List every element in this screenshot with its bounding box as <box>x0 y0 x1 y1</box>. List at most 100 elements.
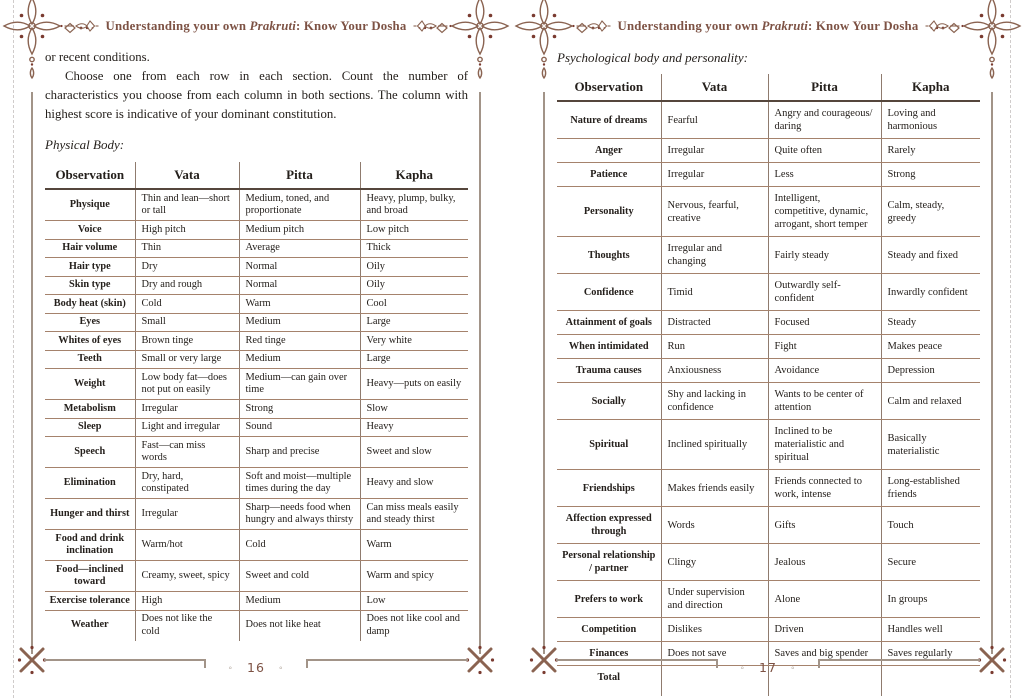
cell: Creamy, sweet, spicy <box>134 560 239 592</box>
intro-continuation: or recent conditions. <box>45 50 150 64</box>
column-header-pitta: Pitta <box>238 162 360 190</box>
cell: Inclined to be materialistic and spiritu… <box>767 419 881 470</box>
running-header: Understanding your own Prakruti: Know Yo… <box>59 16 453 36</box>
page-border-right <box>479 92 481 654</box>
table-row: Trauma causes Anxiousness Avoidance Depress… <box>557 358 980 383</box>
table-row: Personality Nervous, fearful, creative Int… <box>557 186 980 237</box>
cell: High <box>134 591 239 611</box>
running-header-text: Understanding your own Prakruti: Know Yo… <box>617 18 919 33</box>
row-label: Prefers to work <box>557 580 661 618</box>
cell: Handles well <box>880 617 980 642</box>
cell: Medium, toned, and proportionate <box>238 189 360 221</box>
column-header-observation: Observation <box>557 74 661 102</box>
row-label: Food—inclined toward <box>45 560 135 592</box>
cell: Irregular <box>660 162 768 187</box>
cell: Cool <box>359 294 468 314</box>
row-label: Teeth <box>45 350 135 369</box>
cell: Avoidance <box>767 358 881 383</box>
table-row: Anger Irregular Quite often Rarely <box>557 138 980 163</box>
title-flourish-icon <box>413 20 453 32</box>
cell: Warm <box>359 529 468 561</box>
cell: In groups <box>880 580 980 618</box>
header-row: Observation Vata Pitta Kapha <box>45 162 468 190</box>
cell: Irregular and changing <box>660 236 768 274</box>
row-label: Sleep <box>45 418 135 437</box>
cell: Small <box>134 313 239 332</box>
table-row: Total <box>557 665 980 696</box>
cell: Red tinge <box>238 331 360 351</box>
cell: Run <box>660 334 768 359</box>
cell: Irregular <box>134 399 239 419</box>
title-flourish-icon <box>925 20 965 32</box>
cell: Distracted <box>660 310 768 335</box>
cell: Long-established friends <box>880 469 980 507</box>
cell: Basically materialistic <box>880 419 980 470</box>
cell: Steady <box>880 310 980 335</box>
cell: Heavy—puts on easily <box>359 368 468 400</box>
row-label: Finances <box>557 641 661 666</box>
page-number-decor: ◦ <box>790 663 796 674</box>
table-row: Prefers to work Under supervision and dir… <box>557 580 980 618</box>
cell: Normal <box>238 257 360 277</box>
row-label: Body heat (skin) <box>45 294 135 314</box>
cell: Cold <box>238 529 360 561</box>
row-label: Food and drink inclination <box>45 529 135 561</box>
row-label: Hunger and thirst <box>45 498 135 530</box>
cell: Can miss meals easily and steady thirst <box>359 498 468 530</box>
cell: Sharp and precise <box>238 436 360 468</box>
cell: Dry, hard, constipated <box>134 467 239 499</box>
cell: Medium <box>238 313 360 332</box>
row-label: Trauma causes <box>557 358 661 383</box>
page-16: Understanding your own Prakruti: Know Yo… <box>3 0 509 676</box>
cell: Dry <box>134 257 239 277</box>
cell: Quite often <box>767 138 881 163</box>
cell: Touch <box>880 506 980 544</box>
row-label: Hair volume <box>45 239 135 258</box>
row-label: Friendships <box>557 469 661 507</box>
cell: Thin and lean—short or tall <box>134 189 239 221</box>
table-row: Nature of dreams Fearful Angry and courage… <box>557 101 980 139</box>
title-flourish-icon <box>571 20 611 32</box>
cell: Inwardly confident <box>880 273 980 311</box>
cell: Heavy, plump, bulky, and broad <box>359 189 468 221</box>
cell: Soft and moist—multiple times during the… <box>238 467 360 499</box>
running-header-text: Understanding your own Prakruti: Know Yo… <box>105 18 407 33</box>
title-flourish-icon <box>59 20 99 32</box>
row-label: Personality <box>557 186 661 237</box>
cell: Slow <box>359 399 468 419</box>
cell: Thin <box>134 239 239 258</box>
row-label: Thoughts <box>557 236 661 274</box>
table-row: Hair volume Thin Average Thick <box>45 239 468 258</box>
cell: Warm <box>238 294 360 314</box>
row-label: Metabolism <box>45 399 135 419</box>
cell: Alone <box>767 580 881 618</box>
intro-paragraph: Choose one from each row in each section… <box>45 69 468 121</box>
column-header-kapha: Kapha <box>880 74 980 102</box>
cell: Makes peace <box>880 334 980 359</box>
cell: Low pitch <box>359 220 468 240</box>
cell: Wants to be center of attention <box>767 382 881 420</box>
table-row: Thoughts Irregular and changing Fairly ste… <box>557 236 980 274</box>
table-row: Friendships Makes friends easily Friends c… <box>557 469 980 507</box>
table-row: Eyes Small Medium Large <box>45 313 468 332</box>
cell: Jealous <box>767 543 881 581</box>
page-number-decor: ◦ <box>278 663 284 674</box>
cell: Outwardly self-confident <box>767 273 881 311</box>
table-row: Competition Dislikes Driven Handles well <box>557 617 980 642</box>
footer-rule-left <box>556 659 718 669</box>
cell: Anxiousness <box>660 358 768 383</box>
row-label: Affection expressed through <box>557 506 661 544</box>
cell: Medium—can gain over time <box>238 368 360 400</box>
cell: Fight <box>767 334 881 359</box>
cell <box>767 665 881 696</box>
cell: Medium pitch <box>238 220 360 240</box>
cell: Low body fat—does not put on easily <box>134 368 239 400</box>
table-row: Finances Does not save Saves and big spend… <box>557 641 980 666</box>
cell: Brown tinge <box>134 331 239 351</box>
cell: Medium <box>238 350 360 369</box>
section-label-physical-body: Physical Body: <box>45 137 125 152</box>
footer-rule-right <box>818 659 980 669</box>
table-row: Speech Fast—can miss words Sharp and preci… <box>45 436 468 468</box>
page-border-left <box>543 92 545 654</box>
cell: Steady and fixed <box>880 236 980 274</box>
